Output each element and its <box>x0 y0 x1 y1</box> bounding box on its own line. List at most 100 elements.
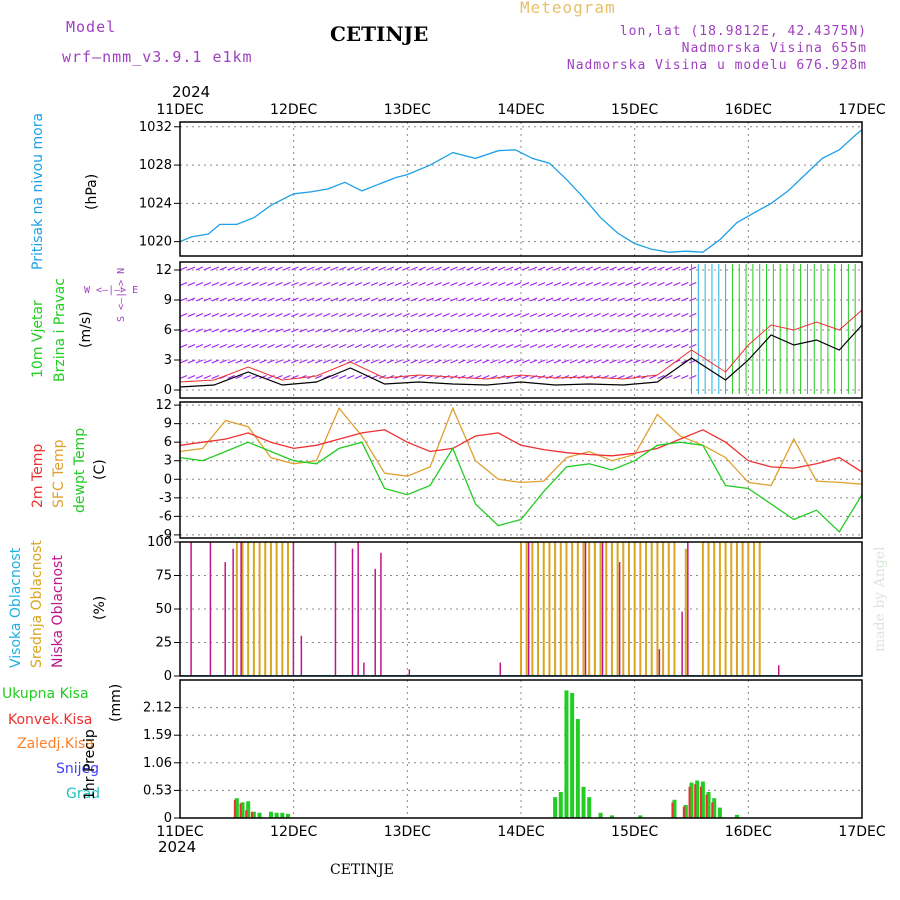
wind-barb <box>633 328 641 333</box>
wind-barb <box>227 297 235 302</box>
wind-barb <box>466 328 474 333</box>
wind-barb <box>243 359 251 364</box>
pressure-tick-label: 1020 <box>139 235 172 250</box>
precip-total-bar <box>251 811 256 818</box>
wind-barb <box>625 312 633 318</box>
wind-barb <box>426 266 434 271</box>
wind-barb <box>195 312 204 318</box>
wind-barb <box>482 359 490 364</box>
wind-barb <box>195 328 204 333</box>
wind-barb <box>370 343 379 349</box>
wind-barb <box>275 343 283 349</box>
wind-barb <box>275 297 283 302</box>
wind-barb <box>235 312 243 318</box>
wind-barb <box>330 312 339 318</box>
wind-barb <box>673 281 681 287</box>
precip-tick-label: 1.06 <box>143 756 172 771</box>
wind-barb <box>354 281 363 287</box>
wind-barb <box>410 297 418 302</box>
wind-barb <box>354 374 363 380</box>
wind-barb <box>187 328 196 333</box>
wind-barb <box>545 312 554 318</box>
model-elevation-label: Nadmorska Visina u modelu 676.928m <box>566 58 867 73</box>
wind-barb <box>299 328 307 333</box>
wind-barb <box>466 312 474 318</box>
wind-barb <box>529 359 538 364</box>
wind-barb <box>593 281 601 287</box>
wind-barb <box>521 266 530 271</box>
wind-barb <box>346 312 355 318</box>
wind-barb <box>378 312 387 318</box>
wind-barb <box>243 281 251 287</box>
wind-barb <box>498 266 506 271</box>
wind-compass-we: W <—|—> E <box>84 285 139 296</box>
wind-barb <box>529 343 538 349</box>
wind-barb <box>490 312 498 318</box>
wind-barb <box>227 266 235 271</box>
wind-barb <box>681 343 689 349</box>
wind-barb <box>402 328 411 333</box>
meteogram-label: Meteogram <box>520 0 616 17</box>
precip-conv-bar <box>239 803 242 818</box>
wind-barb <box>338 281 347 287</box>
wind-barb <box>338 328 347 333</box>
wind-barb <box>688 266 697 271</box>
precip-conv-bar <box>245 810 248 818</box>
wind-barb <box>346 281 355 287</box>
wind-barb <box>673 343 681 349</box>
legend-freezing-rain: Zaledj.Kisa <box>17 736 94 752</box>
wind-barb <box>251 328 259 333</box>
wind-barb <box>299 359 307 364</box>
precip-total-bar <box>257 812 262 818</box>
wind-barb <box>322 266 331 271</box>
wind-barb <box>346 297 355 302</box>
wind-barb <box>585 266 594 271</box>
wind-barb <box>498 328 506 333</box>
wind-barb <box>577 359 586 364</box>
wind-barb <box>633 266 641 271</box>
wind-barb <box>490 359 498 364</box>
precip-total-bar <box>638 815 643 818</box>
wind-barb <box>259 328 267 333</box>
wind-barb <box>187 266 196 271</box>
precip-total-bar <box>240 802 245 818</box>
wind-barb <box>498 359 506 364</box>
wind-barb <box>235 343 243 349</box>
wind-barb <box>315 343 323 349</box>
pressure-line <box>179 129 863 253</box>
wind-barb <box>633 281 641 287</box>
wind-barb <box>315 374 323 380</box>
wind-barb <box>681 266 689 271</box>
wind-barb <box>641 312 649 318</box>
wind-barb <box>410 328 418 333</box>
wind-barb <box>665 266 673 271</box>
wind-barb <box>681 328 689 333</box>
wind-barb <box>426 328 434 333</box>
wind-barb <box>203 328 212 333</box>
wind-barb <box>482 328 490 333</box>
wind-barb <box>267 266 275 271</box>
wind-barb <box>418 328 426 333</box>
wind-barb <box>243 297 251 302</box>
wind-barb <box>466 281 474 287</box>
wind-barb <box>505 281 514 287</box>
wind-barb <box>593 359 601 364</box>
wind-barb <box>474 312 482 318</box>
wind-barb <box>569 266 578 271</box>
wind-barb <box>569 297 578 302</box>
wind-barb <box>322 281 331 287</box>
precip-total-bar <box>689 782 694 818</box>
wind-barb <box>490 328 498 333</box>
wind-barb <box>179 281 188 287</box>
wind-barb <box>330 374 339 380</box>
wind-barb <box>338 374 347 380</box>
wind-barb <box>362 297 371 302</box>
precip-total-bar <box>246 801 251 818</box>
wind-barb <box>179 374 188 380</box>
wind-barb <box>649 312 657 318</box>
wind-barb <box>521 312 530 318</box>
wind-barb <box>442 343 450 349</box>
wind-barb <box>553 281 562 287</box>
wind-barb <box>291 359 299 364</box>
wind-barb <box>203 281 212 287</box>
